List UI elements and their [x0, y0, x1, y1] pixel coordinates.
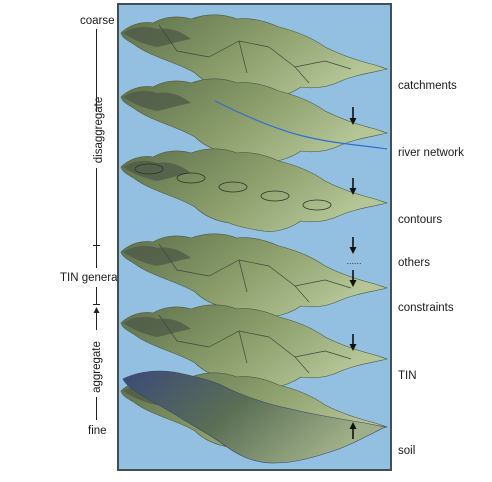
terrain-layer-rivers [120, 78, 389, 162]
tin-generator-label: TIN generator [60, 272, 131, 284]
fine-label: fine [88, 425, 107, 437]
arrow-up-icon [349, 422, 357, 439]
layer-label-catchments: catchments [398, 80, 457, 92]
layer-label-constraints: constraints [398, 302, 454, 314]
coarse-label: coarse [80, 15, 115, 27]
layer-label-others: others [398, 257, 430, 269]
terrain-layer-others [120, 233, 389, 317]
terrain-layer-contours [120, 148, 389, 232]
terrain-layer-catchments [120, 14, 389, 98]
arrow-down-icon [349, 334, 357, 351]
arrow-down-icon [349, 270, 357, 287]
terrain-layers [120, 14, 389, 464]
arrow-down-icon [349, 178, 357, 195]
terrain-layer-constraints [120, 304, 389, 388]
layer-label-river-network: river network [398, 147, 464, 159]
layer-label-soil: soil [398, 445, 416, 457]
arrow-down-icon [349, 237, 357, 254]
terrain-layer-soil [122, 370, 386, 464]
layer-label-tin: TIN [398, 370, 417, 382]
layer-stack-panel [117, 3, 392, 471]
others-separator: ...... [346, 256, 361, 266]
layer-label-contours: contours [398, 214, 443, 226]
arrow-down-icon [349, 107, 357, 125]
axis-arrowhead-up [93, 307, 100, 313]
